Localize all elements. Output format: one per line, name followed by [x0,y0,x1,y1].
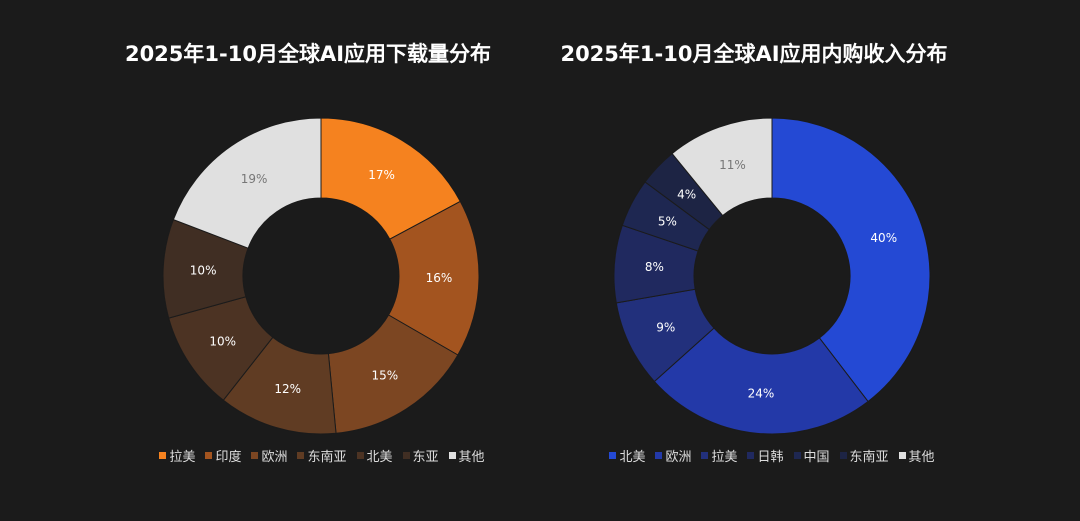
legend-swatch [356,452,364,459]
slice-欧洲 [653,327,869,435]
legend-swatch [898,452,906,459]
legend-item: 北美 [356,446,393,465]
legend-label: 北美 [366,450,393,465]
slice-印度 [387,200,480,356]
data-label: 19% [241,172,268,186]
data-label: 17% [368,168,395,182]
legend-item: 印度 [205,446,241,465]
legend-label: 东南亚 [307,450,347,465]
data-label: 10% [190,263,217,277]
legend-label: 拉美 [169,450,196,465]
legend-label: 东亚 [412,450,439,465]
legend-swatch [448,452,456,459]
legend-label: 东南亚 [849,450,889,465]
legend-item: 拉美 [159,446,195,465]
legend-label: 日韩 [757,450,784,465]
legend-label: 欧洲 [261,450,288,465]
slice-其他 [671,117,773,217]
legend-revenue: 北美 欧洲 拉美 日韩 中国 东南亚 其他 [502,446,1042,465]
legend-label: 中国 [803,450,830,465]
legend-item: 中国 [793,446,830,465]
legend-swatch [609,452,617,459]
data-label: 16% [426,271,453,285]
legend-swatch [402,452,410,459]
legend-item: 其他 [898,446,935,465]
legend-swatch [793,452,801,459]
legend-swatch [205,452,213,459]
legend-label: 印度 [215,450,242,465]
chart-title-revenue: 2025年1-10月全球AI应用内购收入分布 [560,42,948,66]
legend-swatch [159,452,167,459]
slice-其他 [172,117,322,249]
data-label: 24% [748,386,775,400]
legend-label: 其他 [458,450,485,465]
data-label: 40% [870,231,897,245]
legend-item: 其他 [448,446,485,465]
legend-item: 日韩 [747,446,784,465]
slice-拉美 [320,117,461,240]
legend-label: 拉美 [711,450,738,465]
legend-item: 北美 [609,446,645,465]
legend-swatch [701,452,709,459]
data-label: 11% [719,158,746,172]
legend-item: 东南亚 [297,446,347,465]
data-label: 9% [656,320,675,334]
data-label: 12% [274,382,301,396]
data-label: 10% [209,334,236,348]
data-label: 15% [371,368,398,382]
legend-swatch [655,452,663,459]
legend-label: 欧洲 [665,450,692,465]
slice-北美 [771,117,931,403]
legend-swatch [839,452,847,459]
legend-item: 东南亚 [839,446,889,465]
legend-item: 东亚 [402,446,439,465]
legend-label: 其他 [908,450,935,465]
legend-item: 拉美 [701,446,737,465]
chart-title-downloads: 2025年1-10月全球AI应用下载量分布 [124,42,492,66]
legend-downloads: 拉美 印度 欧洲 东南亚 北美 东亚 其他 [52,446,592,465]
legend-item: 欧洲 [251,446,287,465]
data-label: 4% [677,188,696,202]
data-label: 8% [645,260,664,274]
legend-swatch [297,452,305,459]
data-label: 5% [658,214,677,228]
legend-item: 欧洲 [655,446,691,465]
legend-label: 北美 [619,450,646,465]
legend-swatch [747,452,755,459]
legend-swatch [251,452,259,459]
